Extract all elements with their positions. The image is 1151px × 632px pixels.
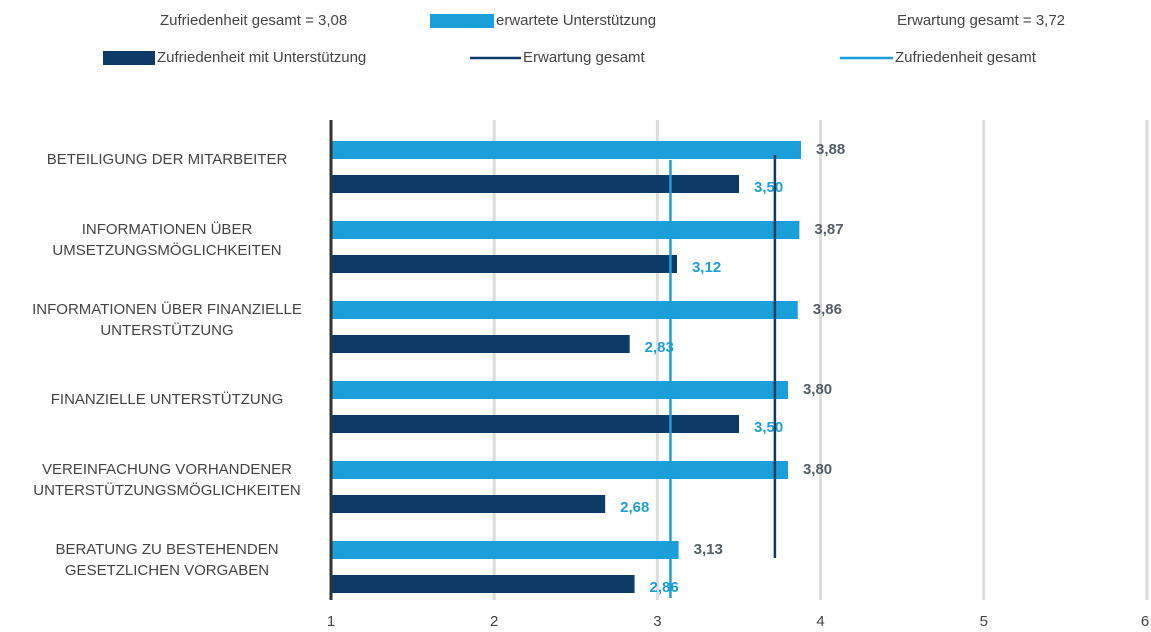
bar (331, 141, 802, 159)
legend-label: Erwartung gesamt (523, 49, 646, 66)
bar (331, 175, 739, 193)
x-tick-label: 4 (816, 613, 824, 630)
category-label-line: UNTERSTÜTZUNGSMÖGLICHKEITEN (33, 481, 301, 499)
category-label: INFORMATIONEN ÜBER FINANZIELLE UNTERSTÜTZ… (32, 300, 302, 339)
category-label: VEREINFACHUNG VORHANDENER UNTERSTÜTZUNGSM… (33, 461, 301, 499)
value-label: 3,13 (694, 541, 723, 558)
value-label: 2,68 (620, 499, 649, 516)
x-tick-label: 5 (980, 613, 988, 630)
bar (331, 381, 788, 399)
value-label: 3,50 (754, 419, 783, 436)
value-label: 3,86 (813, 301, 842, 318)
legend-label: erwartete Unterstützung (496, 12, 656, 29)
category-label-line: FINANZIELLE UNTERSTÜTZUNG (51, 390, 284, 408)
bar (331, 575, 635, 593)
legend-swatch (430, 14, 494, 28)
x-tick-label: 1 (327, 613, 335, 630)
category-label-line: VEREINFACHUNG VORHANDENER (42, 461, 292, 478)
category-label-line: BERATUNG ZU BESTEHENDEN (55, 541, 278, 558)
category-label-line: INFORMATIONEN ÜBER FINANZIELLE (32, 300, 302, 318)
bar (331, 461, 788, 479)
x-tick-label: 6 (1141, 613, 1149, 630)
x-tick-label: 3 (653, 613, 661, 630)
bar (331, 335, 630, 353)
category-label-line: BETEILIGUNG DER MITARBEITER (47, 151, 288, 168)
value-label: 3,88 (816, 141, 845, 158)
annotation: Zufriedenheit gesamt = 3,08 (160, 12, 347, 29)
x-tick-label: 2 (490, 613, 498, 630)
category-label: INFORMATIONEN ÜBER UMSETZUNGSMÖGLICHKEITE… (52, 220, 281, 259)
bar (331, 301, 798, 319)
bar (331, 541, 679, 559)
category-label-line: GESETZLICHEN VORGABEN (65, 562, 269, 579)
bar (331, 415, 739, 433)
value-label: 3,80 (803, 381, 832, 398)
legend-swatch (103, 51, 155, 65)
annotation: Erwartung gesamt = 3,72 (897, 12, 1065, 29)
category-label: BETEILIGUNG DER MITARBEITER (47, 151, 288, 168)
value-label: 2,86 (650, 579, 679, 596)
bar (331, 495, 606, 513)
value-label: 3,80 (803, 461, 832, 478)
value-label: 3,50 (754, 179, 783, 196)
value-label: 3,87 (814, 221, 843, 238)
category-label-line: UNTERSTÜTZUNG (100, 321, 233, 339)
bar (331, 255, 677, 273)
legend-label: Zufriedenheit mit Unterstützung (157, 49, 366, 66)
value-label: 2,83 (645, 339, 674, 356)
category-label: FINANZIELLE UNTERSTÜTZUNG (51, 390, 284, 408)
value-label: 3,12 (692, 259, 721, 276)
category-label-line: UMSETZUNGSMÖGLICHKEITEN (52, 241, 281, 259)
bar (331, 221, 800, 239)
legend-label: Zufriedenheit gesamt (895, 49, 1037, 66)
category-label-line: INFORMATIONEN ÜBER (82, 220, 253, 238)
category-label: BERATUNG ZU BESTEHENDEN GESETZLICHEN VORG… (55, 541, 278, 579)
